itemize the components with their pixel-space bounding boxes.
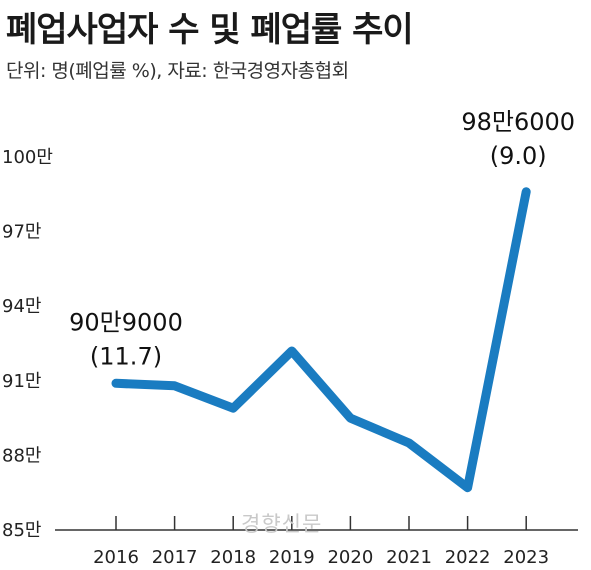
x-tick-label: 2022 bbox=[445, 547, 491, 568]
data-label: 90만9000 bbox=[69, 308, 183, 336]
x-tick-label: 2019 bbox=[269, 547, 315, 568]
watermark-text: 경향신문 bbox=[241, 512, 323, 536]
data-point bbox=[291, 350, 293, 352]
data-point bbox=[115, 382, 117, 384]
series-line bbox=[111, 187, 531, 493]
y-tick-label: 85만 bbox=[2, 520, 41, 541]
y-tick-label: 100만 bbox=[2, 147, 53, 168]
data-point bbox=[174, 385, 176, 387]
x-tick-label: 2017 bbox=[152, 547, 198, 568]
data-label: (9.0) bbox=[490, 142, 547, 170]
chart-subtitle: 단위: 명(폐업률 %), 자료: 한국경영자총협회 bbox=[6, 60, 349, 82]
data-point bbox=[349, 417, 351, 419]
data-point bbox=[232, 407, 234, 409]
y-axis-labels: 85만 88만 91만 94만 97만 100만 bbox=[2, 147, 53, 541]
series-layer bbox=[111, 187, 531, 493]
x-tick-label: 2021 bbox=[386, 547, 432, 568]
x-tick-label: 2018 bbox=[210, 547, 256, 568]
y-tick-label: 97만 bbox=[2, 222, 41, 243]
y-tick-label: 91만 bbox=[2, 371, 41, 392]
x-tick-label: 2016 bbox=[93, 547, 139, 568]
data-label: 98만6000 bbox=[461, 108, 575, 136]
x-axis: 2016 2017 2018 2019 2020 2021 2022 2023 bbox=[55, 516, 578, 568]
data-point bbox=[525, 191, 527, 193]
y-tick-label: 88만 bbox=[2, 445, 41, 466]
annotations: 90만9000 (11.7) 98만6000 (9.0) bbox=[69, 108, 575, 370]
x-tick-label: 2020 bbox=[327, 547, 373, 568]
data-point bbox=[408, 442, 410, 444]
x-tick-label: 2023 bbox=[503, 547, 549, 568]
data-point bbox=[467, 487, 469, 489]
y-tick-label: 94만 bbox=[2, 296, 41, 317]
chart-title: 폐업사업자 수 및 폐업률 추이 bbox=[6, 10, 414, 50]
data-label: (11.7) bbox=[90, 342, 162, 370]
